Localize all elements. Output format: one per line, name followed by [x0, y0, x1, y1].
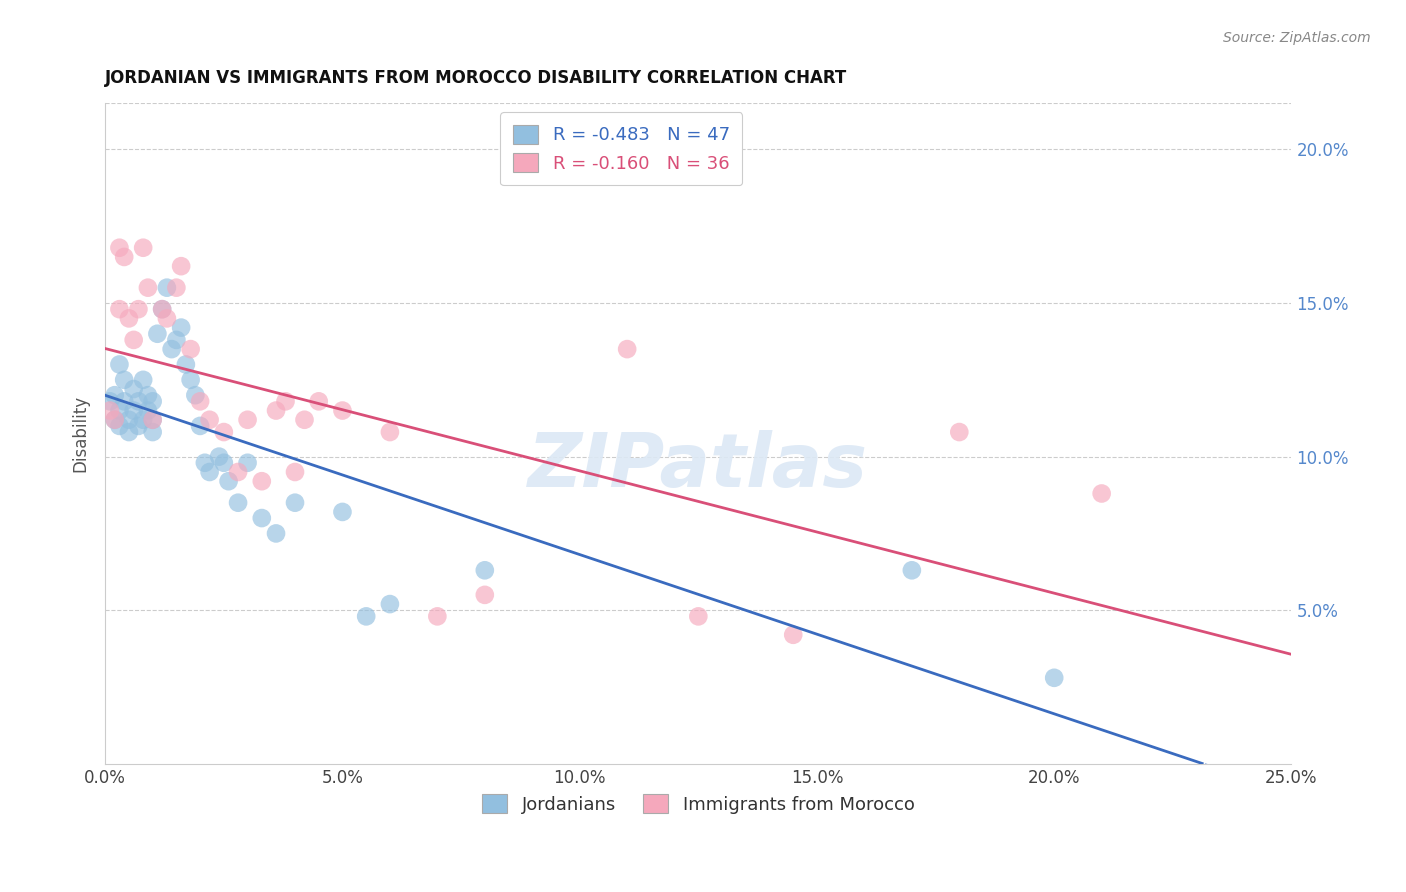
Point [118, 425, 141, 439]
Point [378, 425, 401, 439]
Point [180, 373, 202, 387]
Point [180, 342, 202, 356]
Point [198, 413, 221, 427]
Point [332, 403, 354, 417]
Point [150, 302, 173, 317]
Point [174, 358, 197, 372]
Point [136, 281, 159, 295]
Point [184, 388, 207, 402]
Point [616, 342, 638, 356]
Point [948, 425, 970, 439]
Point [194, 456, 217, 470]
Point [156, 281, 179, 295]
Point [208, 450, 231, 464]
Point [236, 413, 259, 427]
Point [142, 413, 165, 427]
Point [284, 496, 307, 510]
Point [118, 413, 141, 427]
Point [108, 358, 131, 372]
Point [294, 413, 316, 427]
Point [188, 394, 211, 409]
Point [104, 413, 127, 427]
Point [170, 320, 193, 334]
Point [274, 394, 297, 409]
Point [264, 526, 287, 541]
Point [474, 563, 496, 577]
Point [122, 333, 145, 347]
Point [98, 394, 121, 409]
Point [1043, 671, 1066, 685]
Point [474, 588, 496, 602]
Point [132, 241, 155, 255]
Point [108, 302, 131, 317]
Point [198, 465, 221, 479]
Point [127, 418, 149, 433]
Point [112, 373, 135, 387]
Point [104, 413, 127, 427]
Point [127, 302, 149, 317]
Point [170, 259, 193, 273]
Point [112, 250, 135, 264]
Point [160, 342, 183, 356]
Point [236, 456, 259, 470]
Point [142, 394, 165, 409]
Point [132, 413, 155, 427]
Text: ZIPatlas: ZIPatlas [529, 430, 869, 503]
Point [127, 394, 149, 409]
Point [308, 394, 330, 409]
Point [165, 333, 187, 347]
Point [226, 465, 249, 479]
Point [142, 413, 165, 427]
Point [188, 418, 211, 433]
Point [108, 241, 131, 255]
Point [132, 373, 155, 387]
Text: JORDANIAN VS IMMIGRANTS FROM MOROCCO DISABILITY CORRELATION CHART: JORDANIAN VS IMMIGRANTS FROM MOROCCO DIS… [105, 69, 848, 87]
Point [122, 403, 145, 417]
Point [156, 311, 179, 326]
Legend: Jordanians, Immigrants from Morocco: Jordanians, Immigrants from Morocco [475, 787, 922, 821]
Point [136, 388, 159, 402]
Point [212, 456, 235, 470]
Point [901, 563, 924, 577]
Point [150, 302, 173, 317]
Point [354, 609, 377, 624]
Point [98, 403, 121, 417]
Point [426, 609, 449, 624]
Point [112, 394, 135, 409]
Y-axis label: Disability: Disability [72, 395, 89, 472]
Point [250, 511, 273, 525]
Point [108, 403, 131, 417]
Point [332, 505, 354, 519]
Point [378, 597, 401, 611]
Point [218, 474, 240, 488]
Point [284, 465, 307, 479]
Point [146, 326, 169, 341]
Point [226, 496, 249, 510]
Point [165, 281, 187, 295]
Point [118, 311, 141, 326]
Point [136, 403, 159, 417]
Point [122, 382, 145, 396]
Text: Source: ZipAtlas.com: Source: ZipAtlas.com [1223, 31, 1371, 45]
Point [108, 418, 131, 433]
Point [264, 403, 287, 417]
Point [104, 388, 127, 402]
Point [782, 628, 804, 642]
Point [250, 474, 273, 488]
Point [688, 609, 710, 624]
Point [1091, 486, 1114, 500]
Point [212, 425, 235, 439]
Point [142, 425, 165, 439]
